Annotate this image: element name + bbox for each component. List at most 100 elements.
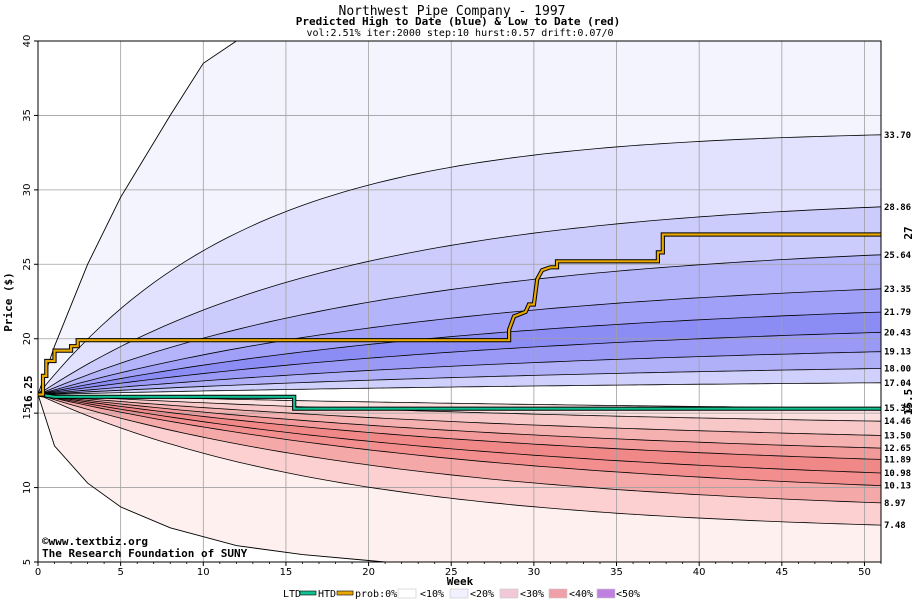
- band-upper-2: [38, 206, 881, 395]
- y-tick-label-5: 5: [22, 559, 33, 565]
- curve-lower-3: [37, 394, 882, 449]
- band-lower-outer: [38, 394, 881, 562]
- x-tick-label-0: 0: [35, 567, 41, 578]
- legend-ltd-label: LTD: [283, 589, 301, 600]
- band-upper-4: [38, 288, 881, 395]
- x-tick-label-35: 35: [610, 567, 623, 578]
- band-upper-0: [38, 41, 881, 395]
- curve-upper-1: [37, 206, 882, 395]
- end-label-11: 13.50: [884, 431, 911, 441]
- y-axis-label: Price ($): [2, 272, 15, 332]
- band-middle: [38, 382, 881, 409]
- chart-params: vol:2.51% iter:2000 step:10 hurst:0.57 d…: [306, 28, 613, 39]
- legend-p50-label: <50%: [616, 589, 640, 600]
- curve-upper-5: [37, 331, 882, 395]
- legend-swatch-40: [596, 588, 616, 599]
- curve-upper-8: [37, 382, 882, 395]
- legend-swatch-0: [397, 588, 417, 599]
- legend-prob-label: prob:0%: [355, 589, 397, 600]
- ltd-end-label: 15.5: [902, 389, 915, 416]
- end-label-15: 10.13: [884, 482, 911, 492]
- x-tick-label-40: 40: [693, 567, 706, 578]
- end-label-16: 8.97: [884, 499, 906, 509]
- start-price-label: 16.25: [22, 375, 35, 408]
- end-label-2: 25.64: [884, 251, 912, 261]
- x-tick-label-50: 50: [858, 567, 871, 578]
- x-tick-label-30: 30: [528, 567, 541, 578]
- curve-upper-7: [37, 368, 882, 395]
- curve-lower-8: [37, 394, 882, 526]
- curve-lower-1: [37, 394, 882, 422]
- legend-p30-label: <30%: [520, 589, 544, 600]
- probability-bands: [38, 41, 881, 562]
- legend-htd-swatch: [336, 590, 354, 596]
- band-lower-2: [38, 394, 881, 449]
- end-label-4: 21.79: [884, 308, 911, 318]
- band-lower-5: [38, 394, 881, 486]
- end-label-5: 20.43: [884, 328, 911, 338]
- end-label-0: 33.70: [884, 131, 911, 141]
- curve-upper-6: [37, 351, 882, 395]
- legend-p10-label: <10%: [420, 589, 444, 600]
- y-tick-label-15: 15: [22, 407, 33, 420]
- band-lower-3: [38, 394, 881, 460]
- end-label-12: 12.65: [884, 444, 911, 454]
- end-label-1: 28.86: [884, 203, 911, 213]
- curve-upper-4: [37, 311, 882, 395]
- band-lower-4: [38, 394, 881, 473]
- x-tick-label-15: 15: [280, 567, 293, 578]
- ltd-line: [37, 393, 881, 410]
- curve-lower-4: [37, 394, 882, 460]
- y-tick-label-35: 35: [22, 109, 33, 122]
- y-tick-label-40: 40: [22, 35, 33, 48]
- band-upper-3: [38, 254, 881, 395]
- copyright-icon: ©: [42, 535, 49, 548]
- series: [37, 232, 881, 411]
- chart-subtitle: Predicted High to Date (blue) & Low to D…: [296, 15, 621, 28]
- band-upper-6: [38, 332, 881, 395]
- x-tick-label-5: 5: [117, 567, 123, 578]
- end-label-7: 18.00: [884, 364, 911, 374]
- x-axis-label: Week: [447, 575, 474, 588]
- end-label-9: 15.33: [884, 404, 911, 414]
- credits-line1: ©www.textbiz.org: [42, 535, 148, 548]
- curve-extreme-upper: [37, 40, 237, 395]
- x-tick-label-20: 20: [362, 567, 375, 578]
- legend-ltd-swatch: [299, 590, 317, 596]
- curve-extreme-lower: [37, 394, 386, 563]
- legend-p40-label: <40%: [569, 589, 593, 600]
- curve-upper-0: [37, 134, 882, 395]
- x-tick-label-25: 25: [445, 567, 458, 578]
- htd-end-label: 27: [902, 226, 915, 239]
- x-tick-label-45: 45: [775, 567, 788, 578]
- curve-lower-6: [37, 394, 882, 486]
- y-tick-label-30: 30: [22, 183, 33, 196]
- end-label-14: 10.98: [884, 469, 911, 479]
- y-tick-label-20: 20: [22, 332, 33, 345]
- end-label-3: 23.35: [884, 285, 911, 295]
- band-upper-1: [38, 134, 881, 395]
- curve-upper-3: [37, 288, 882, 395]
- y-tick-label-10: 10: [22, 481, 33, 494]
- legend-swatch-20: [499, 588, 519, 599]
- curve-lower-5: [37, 394, 882, 474]
- curve-lower-7: [37, 394, 882, 504]
- end-label-8: 17.04: [884, 379, 912, 389]
- end-label-17: 7.48: [884, 521, 906, 531]
- end-label-6: 19.13: [884, 348, 911, 358]
- band-upper-7: [38, 351, 881, 395]
- x-tick-label-10: 10: [197, 567, 210, 578]
- curve-lower-2: [37, 394, 882, 436]
- band-upper-5: [38, 312, 881, 395]
- legend: LTD HTD prob:0% <10% <20% <30% <40% <50%: [283, 588, 640, 600]
- curve-upper-2: [37, 254, 882, 395]
- end-labels: 33.70 28.86 25.64 23.35 21.79 20.43 19.13 18.00…: [884, 131, 912, 531]
- legend-p20-label: <20%: [470, 589, 494, 600]
- legend-swatch-10: [449, 588, 469, 599]
- band-lower-6: [38, 394, 881, 503]
- band-upper-8: [38, 368, 881, 395]
- legend-swatch-30: [548, 588, 568, 599]
